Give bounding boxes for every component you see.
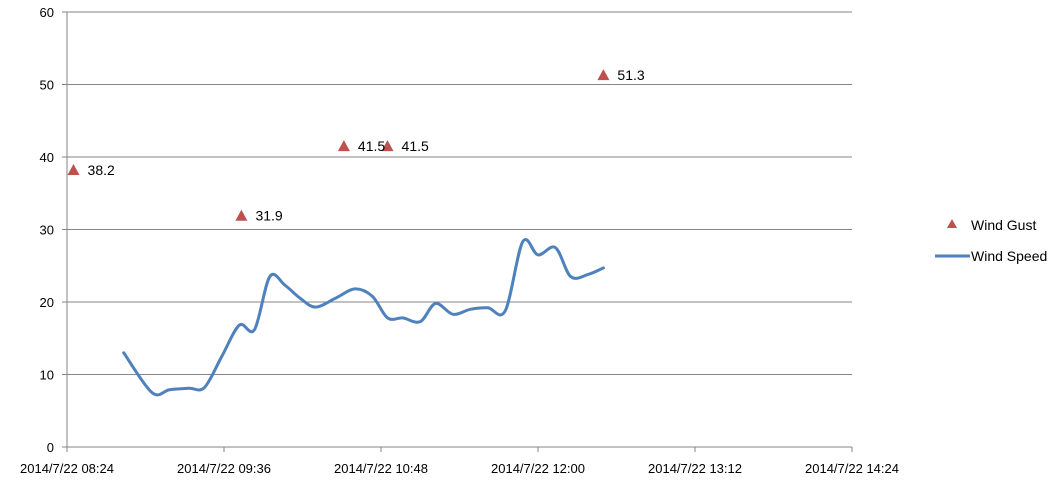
data-labels: 38.2 31.9 41.5 41.5 51.3 <box>88 67 645 224</box>
x-tick-label: 2014/7/22 09:36 <box>177 461 271 476</box>
wind-speed-series <box>122 238 605 397</box>
y-tick-label: 40 <box>40 150 54 165</box>
wind-gust-marker <box>235 209 248 221</box>
wind-speed-line <box>122 238 605 397</box>
y-tick-label: 20 <box>40 295 54 310</box>
wind-gust-marker <box>381 140 394 152</box>
y-tick-labels: 0 10 20 30 40 50 60 <box>40 5 54 455</box>
legend: Wind Gust Wind Speed <box>935 217 1047 264</box>
y-tick-label: 10 <box>40 368 54 383</box>
gridlines <box>67 11 852 375</box>
x-tick-label: 2014/7/22 13:12 <box>648 461 742 476</box>
legend-speed-label: Wind Speed <box>971 248 1047 264</box>
axes <box>62 11 853 452</box>
wind-gust-data-label: 41.5 <box>402 138 429 154</box>
y-tick-label: 60 <box>40 5 54 20</box>
y-tick-label: 30 <box>40 223 54 238</box>
y-tick-label: 50 <box>40 78 54 93</box>
legend-gust-marker <box>947 219 957 228</box>
x-tick-label: 2014/7/22 08:24 <box>20 461 114 476</box>
legend-gust-label: Wind Gust <box>971 217 1036 233</box>
x-tick-label: 2014/7/22 12:00 <box>491 461 585 476</box>
wind-gust-marker <box>337 140 350 152</box>
x-tick-label: 2014/7/22 10:48 <box>334 461 428 476</box>
wind-gust-series <box>67 69 610 221</box>
x-tick-labels: 2014/7/22 08:24 2014/7/22 09:36 2014/7/22 … <box>20 461 899 476</box>
wind-gust-marker <box>597 69 610 81</box>
wind-gust-data-label: 31.9 <box>255 208 282 224</box>
x-tick-label: 2014/7/22 14:24 <box>805 461 899 476</box>
wind-gust-data-label: 38.2 <box>88 162 115 178</box>
wind-gust-data-label: 51.3 <box>617 67 644 83</box>
y-tick-label: 0 <box>47 440 54 455</box>
wind-gust-marker <box>67 164 80 175</box>
wind-gust-data-label: 41.5 <box>358 138 385 154</box>
